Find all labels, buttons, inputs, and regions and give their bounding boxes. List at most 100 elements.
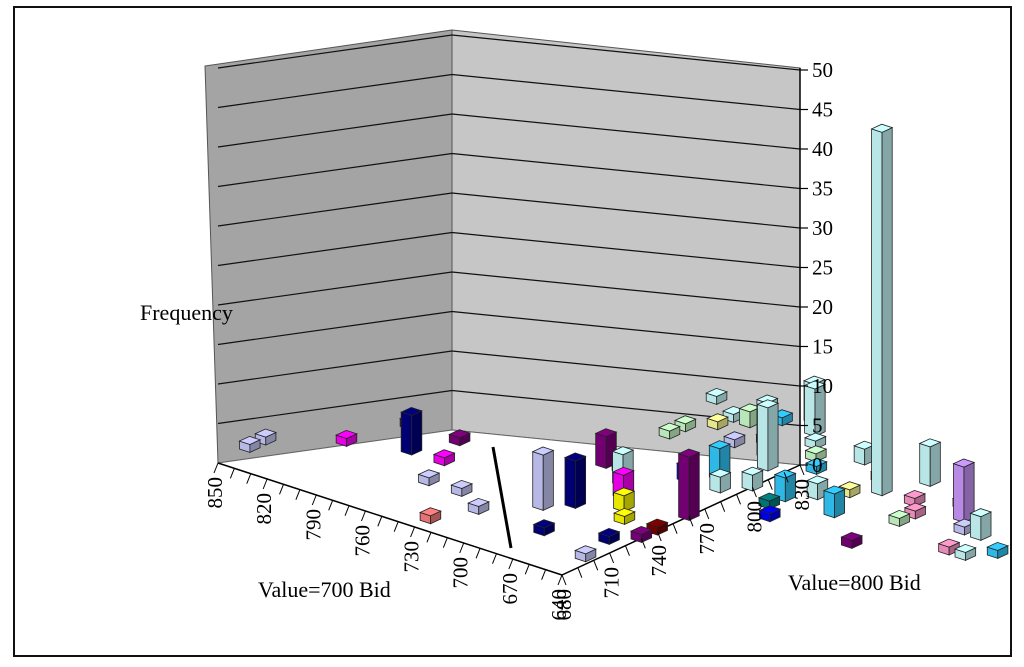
y-tick-label: 770 (695, 523, 719, 555)
bar (335, 429, 358, 448)
bar (953, 543, 977, 562)
z-tick-label: 25 (812, 256, 833, 280)
y-tick-mark (656, 530, 662, 542)
x-tick-mark (557, 574, 563, 586)
x-tick-mark (492, 553, 497, 564)
bar (986, 541, 1010, 560)
z-tick-label: 30 (812, 216, 833, 240)
bar (903, 489, 927, 508)
bar (804, 445, 828, 463)
bar (740, 466, 764, 492)
y-tick-mark (577, 567, 583, 578)
bar (840, 531, 864, 550)
x-tick-mark (311, 494, 317, 506)
x-tick-mark (360, 510, 366, 522)
y-tick-label: 710 (600, 567, 624, 599)
y-tick-mark (593, 560, 599, 571)
x-tick-mark (410, 526, 416, 538)
bar (594, 428, 618, 470)
x-tick-mark (246, 473, 252, 484)
gridline (217, 113, 801, 150)
y-tick-mark (640, 538, 646, 549)
bar (804, 457, 828, 476)
bar (757, 492, 781, 510)
x-tick-mark (459, 542, 465, 554)
z-tick-label: 45 (812, 98, 833, 122)
x-tick-mark (262, 478, 268, 490)
bar (758, 505, 782, 523)
y-tick-label: 680 (552, 589, 576, 621)
back-wall (451, 29, 801, 466)
y-tick-label: 740 (647, 545, 671, 577)
gridline (217, 310, 801, 348)
bar (563, 452, 587, 510)
bar (658, 422, 681, 440)
bar (238, 435, 262, 454)
gridline (217, 73, 801, 111)
z-tick-label: 50 (812, 58, 833, 82)
bar (574, 545, 597, 563)
bars (238, 123, 1010, 563)
x-tick-mark (279, 484, 284, 495)
x-tick-mark (393, 521, 399, 532)
y-tick-mark (783, 472, 789, 483)
y-tick-mark (736, 494, 741, 505)
y-tick-mark (672, 523, 678, 534)
bar (432, 449, 456, 467)
bar (419, 507, 442, 525)
z-tick-label: 35 (812, 177, 833, 201)
x-tick-mark (426, 532, 432, 543)
x-tick-label: 670 (498, 573, 522, 605)
bar (467, 497, 490, 516)
gridline (217, 34, 801, 71)
x-tick-mark (508, 558, 514, 570)
bar (822, 485, 846, 519)
z-tick-label: 15 (812, 335, 833, 359)
chart-walls (204, 29, 802, 576)
bar (805, 475, 829, 501)
y-axis-title: Value=800 Bid (788, 570, 921, 595)
bar (803, 432, 827, 450)
y-tick-mark (609, 552, 615, 564)
x-tick-label: 700 (449, 557, 473, 589)
x-tick-label: 640 (547, 589, 571, 621)
bar (870, 123, 894, 497)
x-axis-line (217, 462, 563, 576)
bar (531, 446, 555, 512)
y-tick-mark (799, 464, 805, 476)
y-tick-label: 800 (742, 501, 766, 533)
y-tick-mark (751, 486, 757, 498)
y-tick-mark (561, 574, 567, 586)
bar (417, 469, 441, 487)
z-tick-label: 10 (812, 374, 833, 398)
gridlines (217, 34, 801, 427)
gridline (217, 152, 801, 190)
y-tick-mark (767, 479, 773, 490)
bar (448, 429, 472, 447)
z-tick-label: 0 (812, 453, 823, 477)
bar (803, 380, 827, 438)
bar (629, 525, 653, 544)
x-tick-mark (344, 505, 350, 516)
x-tick-mark (442, 537, 448, 548)
x-tick-mark (229, 468, 235, 479)
bar (705, 387, 728, 406)
x-tick-label: 730 (400, 541, 424, 573)
x-tick-mark (377, 516, 383, 527)
z-axis-title: Frequency (140, 300, 233, 325)
x-axis-title: Value=700 Bid (258, 577, 391, 602)
y-tick-mark (688, 516, 694, 527)
x-tick-label: 820 (252, 493, 276, 525)
y-tick-mark (704, 508, 710, 520)
bar (677, 448, 701, 522)
x-tick-mark (295, 489, 301, 500)
gridline (217, 389, 801, 427)
x-tick-mark (213, 462, 219, 474)
x-tick-label: 790 (301, 509, 325, 541)
bar (706, 413, 729, 431)
gridline (217, 231, 801, 269)
reference-line (491, 446, 513, 549)
gridline (217, 350, 801, 387)
x-tick-label: 850 (203, 477, 227, 509)
